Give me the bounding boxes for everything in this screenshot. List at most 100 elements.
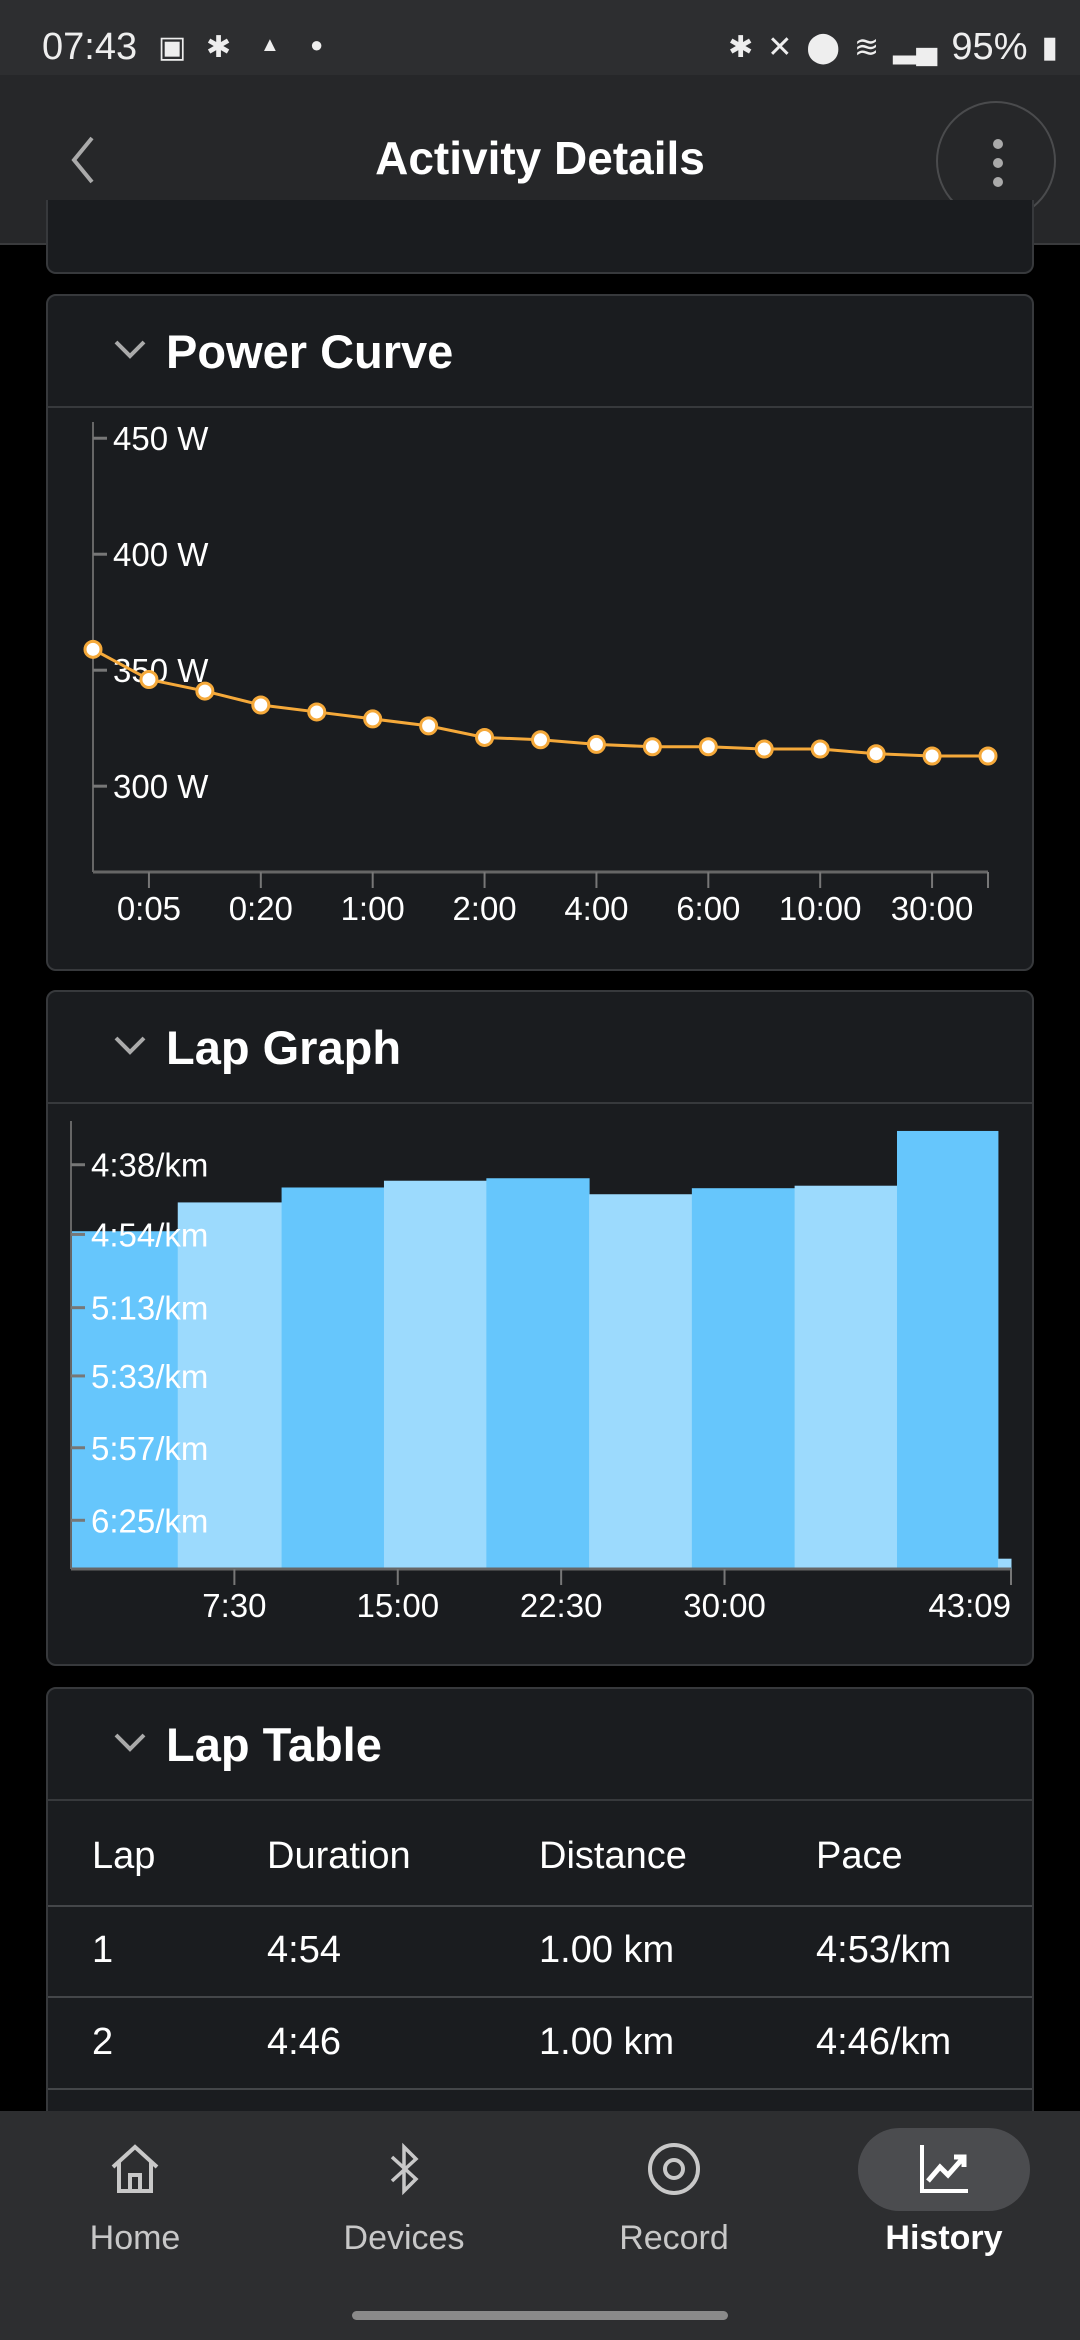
lap-bar [691,1188,796,1569]
data-point [83,639,103,659]
data-point [195,681,215,701]
nav-devices[interactable]: Devices [269,2111,539,2281]
data-point [810,739,830,759]
data-point [586,734,606,754]
y-tick-label: 400 W [113,536,209,573]
cell-distance: 1.00 km [539,1929,675,1971]
x-tick-label: 43:09 [928,1587,1011,1624]
wifi-icon: ≋ [853,31,880,64]
lap-bar [794,1185,898,1569]
chevron-left-icon [71,136,94,184]
data-point [307,702,327,722]
y-tick-label: 300 W [113,768,209,805]
battery-level: 95% [951,26,1028,68]
lap-bar [281,1187,385,1569]
power-curve-title: Power Curve [166,325,454,378]
cell-pace: 4:53/km [816,1929,952,1971]
column-header-pace: Pace [816,1835,903,1877]
cell-distance: 1.00 km [539,2021,675,2063]
signal-icon: ▂▄ [893,31,938,64]
y-tick-label: 4:38/km [91,1147,208,1184]
lap-table-title: Lap Table [166,1718,382,1771]
x-tick-label: 6:00 [676,890,740,927]
x-tick-label: 2:00 [452,890,516,927]
y-tick-label: 4:54/km [91,1216,208,1253]
chevron-down-icon [114,1036,146,1055]
status-bar: 07:43 ▣ ✱ ▲ ● ✱ ✕ ⬤ ≋ ▂▄ 95% ▮ [0,0,1080,75]
chevron-down-icon [114,340,146,359]
bottom-navigation: Home Devices Record History [0,2111,1080,2340]
record-icon [648,2143,700,2195]
lap-bar [177,1202,283,1569]
data-point [754,739,774,759]
y-tick-label: 5:57/km [91,1430,208,1467]
y-tick-label: 6:25/km [91,1502,208,1539]
x-tick-label: 0:20 [229,890,293,927]
nav-home[interactable]: Home [0,2111,270,2281]
x-tick-label: 22:30 [520,1587,603,1624]
mute-icon: ✕ [767,31,793,64]
divider [48,2088,1032,2090]
y-tick-label: 5:13/km [91,1290,208,1327]
data-point [139,669,159,689]
chevron-down-icon [114,1733,146,1752]
y-tick-label: 350 W [113,652,209,689]
lap-bar [997,1558,1012,1569]
x-tick-label: 10:00 [779,890,862,927]
lap-bar [71,1231,179,1569]
x-tick-label: 15:00 [356,1587,439,1624]
cell-lap: 1 [92,1929,114,1971]
cell-lap: 2 [92,2021,114,2063]
cell-duration: 4:54 [267,1929,341,1971]
lap-bar [383,1180,487,1569]
data-point [922,746,942,766]
home-indicator[interactable] [352,2311,728,2320]
data-point [531,730,550,750]
x-tick-label: 1:00 [341,890,405,927]
lap-graph-card: Lap Graph 4:38/km 4:54/km 5:13/km 5:33/km 5:… [46,990,1034,1666]
android-icon: ▲ [260,34,280,56]
nav-record-label: Record [619,2219,729,2257]
home-icon [111,2144,159,2193]
status-time: 07:43 [42,26,138,68]
bluetooth-icon: ✱ [728,31,754,64]
data-point [419,716,439,736]
y-tick-label: 5:33/km [91,1358,208,1395]
data-point [642,737,662,757]
x-tick-label: 0:05 [117,890,181,927]
column-header-duration: Duration [267,1835,411,1877]
column-header-distance: Distance [539,1835,687,1877]
nav-history-label: History [885,2219,1003,2257]
back-button[interactable] [62,130,112,190]
nav-home-label: Home [89,2219,181,2257]
page-title: Activity Details [375,132,705,184]
lap-table-card: Lap Table Lap Duration Distance Pace 1 4… [46,1687,1034,2187]
x-tick-label: 30:00 [683,1587,766,1624]
bluetooth-icon [390,2142,419,2196]
column-header-lap: Lap [92,1835,156,1877]
dot-icon: ● [310,32,324,57]
divider [48,1996,1032,1998]
nav-history[interactable]: History [809,2111,1079,2281]
x-tick-label: 7:30 [202,1587,266,1624]
cell-duration: 4:46 [267,2021,341,2063]
power-curve-header[interactable]: Power Curve [48,296,1032,408]
data-point [698,737,718,757]
power-curve-chart: 450 W 400 W 350 W 300 W 0:05 0:20 1:00 2:00 4:00… [83,420,998,927]
status-icons: ✱ ✕ ⬤ ≋ ▂▄ 95% ▮ [728,26,1058,69]
lap-bar [896,1130,999,1569]
data-point [978,746,998,766]
lap-table-header[interactable]: Lap Table [48,1689,1032,1801]
y-tick-label: 450 W [113,420,209,457]
nav-record[interactable]: Record [539,2111,809,2281]
nav-devices-label: Devices [343,2219,465,2257]
data-point [866,744,886,764]
lap-bar [486,1178,590,1569]
trending-up-chart-icon [920,2145,968,2193]
lap-graph-header[interactable]: Lap Graph [48,992,1032,1104]
lap-graph-chart: 4:38/km 4:54/km 5:13/km 5:33/km 5:57/km 6:25/… [70,1121,1012,1624]
x-tick-label: 30:00 [891,890,974,927]
power-curve-card: Power Curve 450 W 400 W 350 W 300 W 0:05 0:20… [46,294,1034,971]
location-icon: ⬤ [806,31,840,64]
previous-card [46,200,1034,274]
